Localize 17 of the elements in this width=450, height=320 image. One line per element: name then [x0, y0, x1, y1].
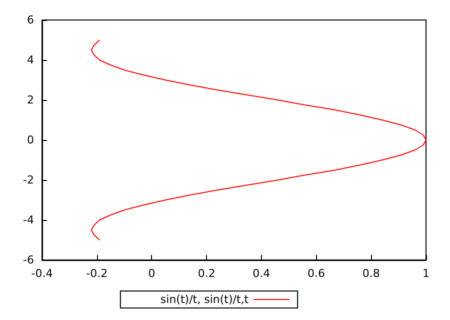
x-tick-label: -0.4 — [31, 267, 53, 280]
y-tick-label: -4 — [23, 214, 34, 226]
y-tick-label: 2 — [27, 94, 34, 106]
x-tick-label: -0.2 — [86, 267, 108, 280]
legend-label: sin(t)/t, sin(t)/t,t — [160, 293, 250, 306]
y-tick-label: 6 — [27, 14, 34, 26]
y-tick-label: 0 — [27, 134, 34, 146]
y-tick-label: -6 — [23, 254, 34, 266]
x-tick-label: 1 — [422, 267, 430, 280]
y-tick-label: 4 — [27, 54, 34, 66]
x-tick-label: 0.2 — [198, 267, 216, 280]
y-tick-label: -2 — [23, 174, 34, 186]
x-tick-label: 0.8 — [362, 267, 380, 280]
line-series — [90, 40, 426, 240]
x-tick-label: 0.6 — [308, 267, 326, 280]
x-tick-label: 0.4 — [252, 267, 270, 280]
x-tick-label: 0 — [148, 267, 156, 280]
